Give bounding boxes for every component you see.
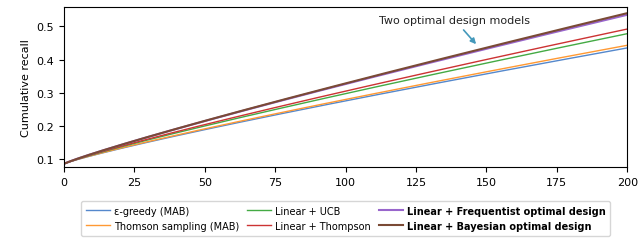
Linear + UCB: [308, 100, 316, 103]
Linear + UCB: [60, 163, 68, 166]
Legend: ε-greedy (MAB), Thomson sampling (MAB), Linear + UCB, Linear + Thompson, Linear : ε-greedy (MAB), Thomson sampling (MAB), …: [81, 201, 611, 235]
Thomson sampling (MAB): [288, 110, 296, 112]
Linear + Bayesian optimal design: [60, 163, 68, 166]
ε-greedy (MAB): [499, 70, 507, 73]
Linear + Bayesian optimal design: [509, 40, 517, 43]
ε-greedy (MAB): [60, 163, 68, 166]
Thomson sampling (MAB): [447, 78, 454, 81]
Linear + Thompson: [623, 28, 631, 32]
Line: Linear + UCB: Linear + UCB: [64, 34, 627, 164]
Linear + Thompson: [509, 53, 517, 56]
Linear + Frequentist optimal design: [308, 92, 316, 95]
Thomson sampling (MAB): [60, 163, 68, 166]
Linear + Frequentist optimal design: [509, 42, 517, 44]
Linear + Frequentist optimal design: [623, 14, 631, 17]
ε-greedy (MAB): [447, 80, 454, 83]
Linear + Frequentist optimal design: [447, 57, 454, 60]
Linear + UCB: [499, 59, 507, 62]
Linear + UCB: [118, 146, 125, 149]
Linear + Thompson: [308, 98, 316, 101]
Linear + Thompson: [60, 163, 68, 166]
ε-greedy (MAB): [288, 111, 296, 114]
Thomson sampling (MAB): [308, 105, 316, 108]
Line: Linear + Bayesian optimal design: Linear + Bayesian optimal design: [64, 14, 627, 164]
Linear + Frequentist optimal design: [60, 163, 68, 166]
ε-greedy (MAB): [623, 47, 631, 50]
Line: Linear + Frequentist optimal design: Linear + Frequentist optimal design: [64, 16, 627, 164]
Linear + UCB: [509, 57, 517, 60]
Linear + Bayesian optimal design: [447, 56, 454, 59]
Linear + UCB: [623, 33, 631, 36]
Text: Two optimal design models: Two optimal design models: [380, 16, 531, 44]
ε-greedy (MAB): [308, 106, 316, 110]
Thomson sampling (MAB): [509, 66, 517, 69]
Linear + Bayesian optimal design: [118, 144, 125, 147]
Thomson sampling (MAB): [118, 147, 125, 150]
Linear + Bayesian optimal design: [288, 96, 296, 100]
Linear + Frequentist optimal design: [288, 97, 296, 100]
Line: Thomson sampling (MAB): Thomson sampling (MAB): [64, 46, 627, 164]
Y-axis label: Cumulative recall: Cumulative recall: [21, 39, 31, 136]
Linear + Thompson: [288, 103, 296, 106]
ε-greedy (MAB): [118, 147, 125, 150]
Thomson sampling (MAB): [499, 68, 507, 71]
Line: Linear + Thompson: Linear + Thompson: [64, 30, 627, 164]
Linear + Bayesian optimal design: [308, 91, 316, 94]
Linear + Bayesian optimal design: [623, 12, 631, 16]
Linear + Frequentist optimal design: [118, 144, 125, 147]
ε-greedy (MAB): [509, 68, 517, 71]
Line: ε-greedy (MAB): ε-greedy (MAB): [64, 49, 627, 164]
Linear + Frequentist optimal design: [499, 44, 507, 47]
Linear + Thompson: [447, 66, 454, 70]
Linear + Bayesian optimal design: [499, 43, 507, 46]
Thomson sampling (MAB): [623, 44, 631, 48]
Linear + UCB: [288, 105, 296, 108]
Linear + Thompson: [499, 55, 507, 58]
Linear + UCB: [447, 70, 454, 73]
Linear + Thompson: [118, 145, 125, 148]
